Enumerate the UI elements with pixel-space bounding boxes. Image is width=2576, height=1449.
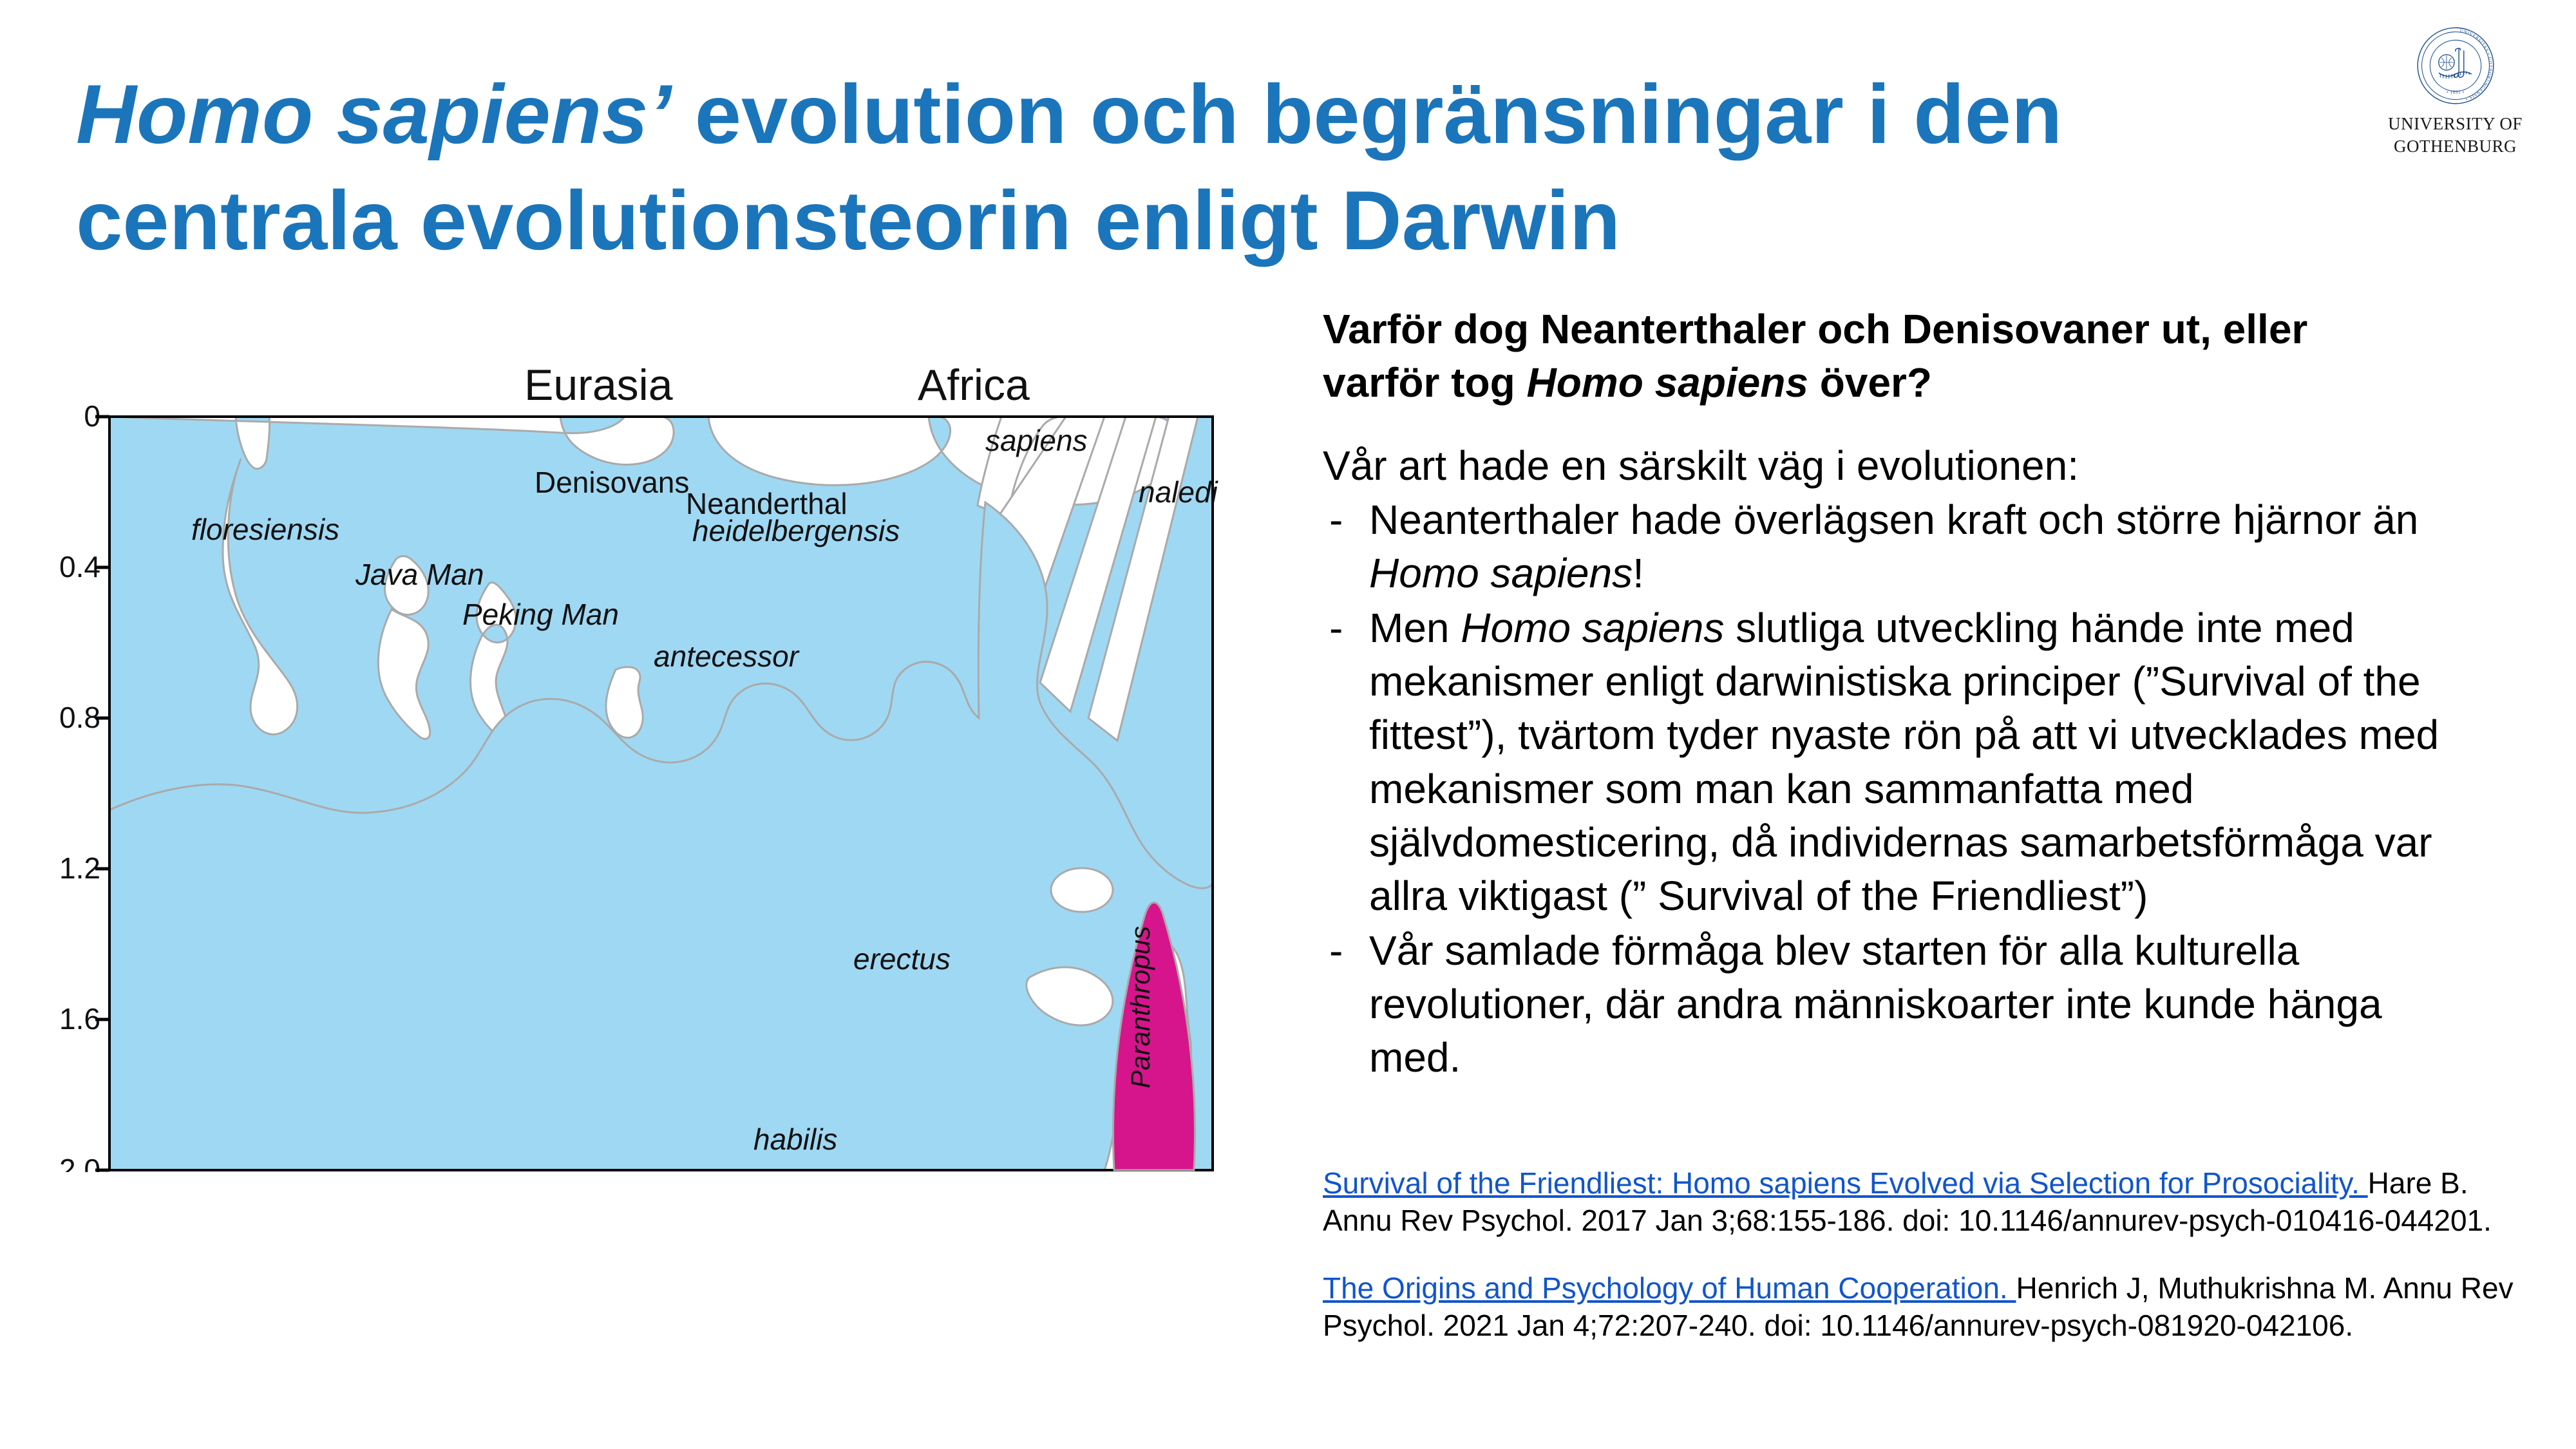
svg-text:habilis: habilis (753, 1122, 837, 1156)
svg-text:UNIVERSITAS • GOTHORUNGENSIS •: UNIVERSITAS • GOTHORUNGENSIS • (2459, 29, 2492, 101)
svg-text:Denisovans: Denisovans (535, 466, 689, 499)
svg-text:antecessor: antecessor (654, 639, 800, 673)
svg-text:1.6: 1.6 (59, 1002, 100, 1036)
svg-text:• 1891 •: • 1891 • (2447, 90, 2465, 95)
svg-text:Africa: Africa (918, 361, 1030, 410)
svg-text:erectus: erectus (853, 942, 951, 976)
svg-text:Peking Man: Peking Man (462, 598, 619, 631)
svg-text:floresiensis: floresiensis (191, 513, 339, 546)
svg-text:Java Man: Java Man (355, 558, 484, 591)
svg-text:sapiens: sapiens (985, 424, 1088, 457)
svg-text:Paranthropus: Paranthropus (1125, 926, 1155, 1088)
svg-text:naledi: naledi (1139, 475, 1219, 509)
svg-text:Eurasia: Eurasia (524, 361, 673, 410)
svg-text:0.8: 0.8 (59, 701, 100, 734)
svg-text:0.4: 0.4 (59, 550, 100, 583)
svg-text:2.0: 2.0 (59, 1153, 100, 1172)
svg-text:Neanderthal: Neanderthal (686, 487, 848, 520)
svg-text:1.2: 1.2 (59, 851, 100, 885)
